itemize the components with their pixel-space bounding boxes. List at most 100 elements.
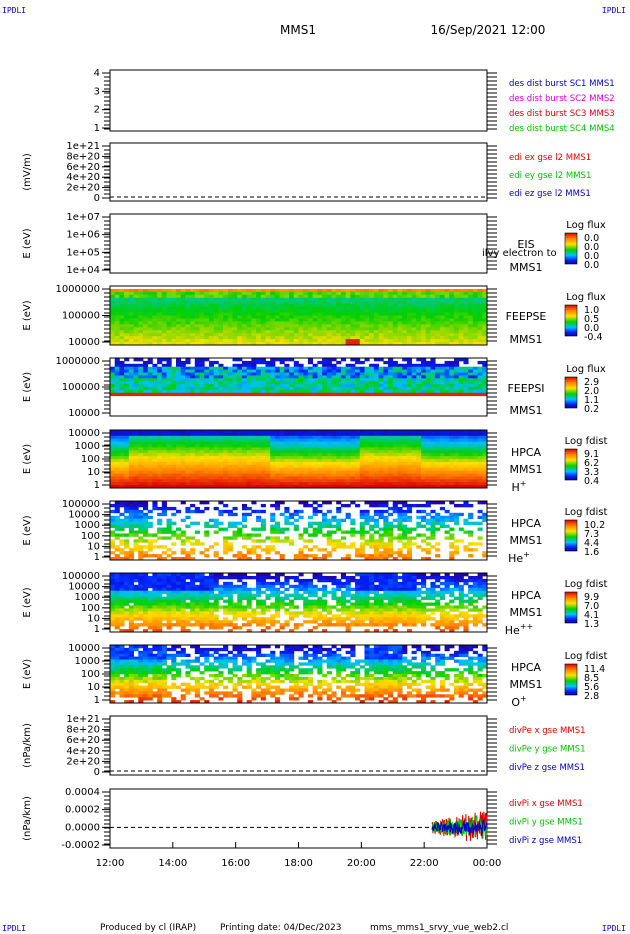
spectrogram-cell [279,315,285,319]
spectrogram-cell [152,444,158,448]
spectrogram-cell [114,389,120,394]
spectrogram-cell [232,461,238,466]
spectrogram-cell [161,294,167,299]
spectrogram-cell [298,288,304,293]
spectrogram-cell [355,432,361,437]
spectrogram-cell [355,389,361,394]
spectrogram-cell [472,456,478,460]
spectrogram-cell [190,369,196,373]
spectrogram-cell [373,467,380,471]
spectrogram-cell [194,441,200,445]
spectrogram-cell [147,432,153,437]
spectrogram-cell [444,318,450,322]
spectrogram-cell [194,482,200,486]
spectrogram-cell [256,464,262,469]
spectrogram-cell [402,512,408,517]
spectrogram-cell [241,366,248,370]
spectrogram-cell [472,435,478,440]
spectrogram-cell [213,294,219,299]
spectrogram-cell [246,459,252,463]
spectrogram-cell [411,366,417,370]
spectrogram-cell [397,363,403,368]
spectrogram-cell [185,318,191,322]
spectrogram-cell [237,306,243,310]
spectrogram-cell [359,291,365,296]
spectrogram-cell [142,503,149,508]
spectrogram-cell [397,372,403,376]
spectrogram-cell [326,339,332,343]
spectrogram-cell [274,294,281,299]
spectrogram-cell [364,450,370,454]
spectrogram-cell [152,432,158,437]
spectrogram-cell [402,503,408,508]
spectrogram-cell [312,506,318,511]
spectrogram-cell [421,387,427,391]
spectrogram-cell [114,372,120,376]
spectrogram-cell [411,482,417,486]
spectrogram-cell [373,551,380,555]
spectrogram-cell [241,464,248,469]
spectrogram-cell [194,521,200,525]
spectrogram-cell [345,363,351,368]
spectrogram-cell [227,294,233,299]
spectrogram-cell [175,342,182,346]
spectrogram-cell [152,447,158,451]
spectrogram-cell [232,459,238,463]
spectrogram-cell [265,363,271,368]
spectrogram-cell [175,336,182,340]
spectrogram-cell [421,358,427,362]
spectrogram-cell [114,303,120,308]
spectrogram-cell [303,479,309,483]
spectrogram-cell [482,375,488,379]
spectrogram-cell [218,476,224,480]
spectrogram-cell [289,389,295,394]
spectrogram-cell [402,378,408,382]
spectrogram-cell [392,300,398,305]
spectrogram-cell [359,339,365,343]
spectrogram-cell [322,392,328,397]
spectrogram-cell [284,387,290,391]
spectrogram-cell [388,527,394,531]
spectrogram-cell [430,312,436,316]
spectrogram-cell [369,288,375,293]
spectrogram-cell [402,554,408,558]
spectrogram-cell [223,536,229,540]
spectrogram-cell [355,321,361,325]
spectrogram-cell [392,384,398,388]
spectrogram-cell [166,441,172,445]
spectrogram-cell [237,444,243,448]
spectrogram-cell [133,444,139,448]
spectrogram-cell [208,315,215,319]
spectrogram-cell [307,464,314,469]
spectrogram-cell [449,453,455,457]
spectrogram-cell [260,309,266,313]
spectrogram-cell [223,467,229,471]
spectrogram-cell [208,389,215,394]
spectrogram-cell [208,438,215,442]
spectrogram-cell [284,303,290,308]
spectrogram-cell [406,312,412,316]
spectrogram-cell [416,479,422,483]
spectrogram-cell [218,336,224,340]
spectrogram-cell [199,375,205,379]
spectrogram-cell [232,524,238,528]
spectrogram-cell [307,441,314,445]
spectrogram-cell [199,456,205,460]
spectrogram-cell [468,375,474,379]
spectrogram-cell [157,312,163,316]
spectrogram-cell [194,450,200,454]
spectrogram-cell [430,450,436,454]
spectrogram-cell [392,392,398,397]
spectrogram-cell [463,339,469,343]
panel-0-frame [109,69,488,132]
spectrogram-cell [340,294,347,299]
spectrogram-cell [449,291,455,296]
spectrogram-cell [166,470,172,474]
spectrogram-cell [251,306,257,310]
spectrogram-cell [175,432,182,437]
spectrogram-cell [114,485,120,489]
spectrogram-cell [397,430,403,434]
spectrogram-cell [477,384,483,388]
spectrogram-cell [307,321,314,325]
spectrogram-cell [359,342,365,346]
